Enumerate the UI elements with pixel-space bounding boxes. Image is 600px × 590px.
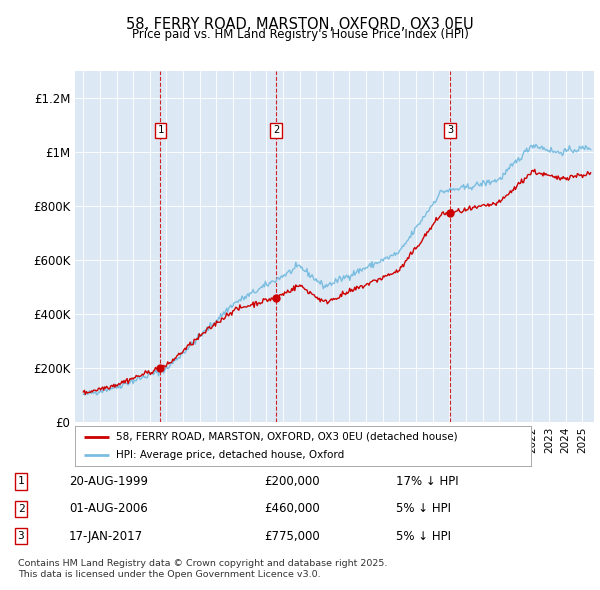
Text: 20-AUG-1999: 20-AUG-1999 — [69, 475, 148, 488]
Text: 17-JAN-2017: 17-JAN-2017 — [69, 530, 143, 543]
Text: 3: 3 — [447, 125, 453, 135]
Text: 5% ↓ HPI: 5% ↓ HPI — [396, 530, 451, 543]
Text: Contains HM Land Registry data © Crown copyright and database right 2025.
This d: Contains HM Land Registry data © Crown c… — [18, 559, 388, 579]
Text: 2: 2 — [273, 125, 279, 135]
Text: 3: 3 — [17, 531, 25, 541]
Text: 5% ↓ HPI: 5% ↓ HPI — [396, 502, 451, 516]
Text: HPI: Average price, detached house, Oxford: HPI: Average price, detached house, Oxfo… — [116, 450, 344, 460]
Text: £775,000: £775,000 — [264, 530, 320, 543]
Text: 1: 1 — [17, 477, 25, 487]
Text: 58, FERRY ROAD, MARSTON, OXFORD, OX3 0EU: 58, FERRY ROAD, MARSTON, OXFORD, OX3 0EU — [126, 17, 474, 31]
Text: 17% ↓ HPI: 17% ↓ HPI — [396, 475, 458, 488]
Text: 58, FERRY ROAD, MARSTON, OXFORD, OX3 0EU (detached house): 58, FERRY ROAD, MARSTON, OXFORD, OX3 0EU… — [116, 432, 458, 442]
Text: 2: 2 — [17, 504, 25, 514]
Text: Price paid vs. HM Land Registry's House Price Index (HPI): Price paid vs. HM Land Registry's House … — [131, 28, 469, 41]
Text: £200,000: £200,000 — [264, 475, 320, 488]
Text: £460,000: £460,000 — [264, 502, 320, 516]
Text: 1: 1 — [157, 125, 164, 135]
Text: 01-AUG-2006: 01-AUG-2006 — [69, 502, 148, 516]
